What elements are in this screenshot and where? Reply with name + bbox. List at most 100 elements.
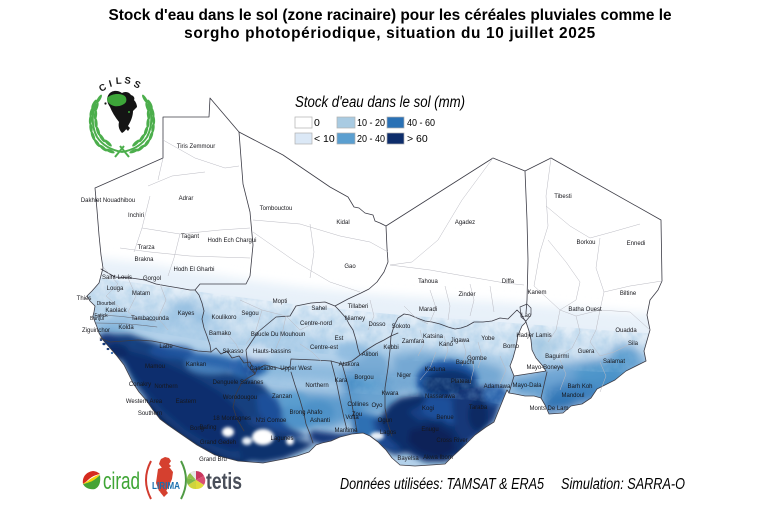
svg-text:Brong Ahafo: Brong Ahafo [289, 410, 323, 416]
svg-text:Lagos: Lagos [380, 430, 396, 436]
svg-text:Katsina: Katsina [423, 334, 444, 340]
svg-text:Saint-Louis: Saint-Louis [102, 275, 132, 281]
svg-text:Zou: Zou [352, 412, 362, 418]
svg-text:Borno: Borno [503, 344, 520, 350]
svg-text:Inchiri: Inchiri [128, 213, 144, 219]
svg-text:> 60: > 60 [407, 133, 428, 145]
svg-text:Benue: Benue [436, 415, 454, 421]
svg-text:C: C [97, 82, 108, 95]
svg-text:Mandoul: Mandoul [561, 393, 584, 399]
svg-text:S: S [132, 79, 143, 92]
svg-text:Hauts-bassins: Hauts-bassins [253, 349, 291, 355]
svg-text:I: I [108, 79, 114, 90]
svg-text:Kogi: Kogi [422, 406, 434, 412]
svg-text:< 10: < 10 [314, 133, 335, 145]
svg-text:Zanzan: Zanzan [272, 394, 292, 400]
svg-text:Gombe: Gombe [467, 356, 487, 362]
svg-text:Western Area: Western Area [126, 399, 163, 405]
svg-text:Atakora: Atakora [339, 362, 360, 368]
svg-text:Zinder: Zinder [458, 292, 475, 298]
svg-text:Dosso: Dosso [368, 322, 386, 328]
svg-text:Borgou: Borgou [354, 375, 373, 381]
svg-text:Tagant: Tagant [181, 234, 199, 240]
svg-text:Kanem: Kanem [527, 290, 546, 296]
svg-text:Kwara: Kwara [381, 391, 399, 397]
svg-text:Simulation: SARRA-O: Simulation: SARRA-O [561, 476, 685, 493]
svg-text:18 Montagnes: 18 Montagnes [213, 416, 251, 422]
svg-text:Fatick: Fatick [94, 313, 108, 319]
svg-text:Est: Est [335, 336, 344, 342]
svg-text:Bauchi: Bauchi [456, 360, 474, 366]
svg-text:Ziguinchor: Ziguinchor [82, 328, 110, 334]
svg-text:Adrar: Adrar [179, 196, 194, 202]
svg-text:Diourbel: Diourbel [97, 301, 116, 307]
svg-text:LIRIMA: LIRIMA [152, 480, 180, 492]
svg-text:Centre-nord: Centre-nord [300, 321, 332, 327]
svg-text:Alibori: Alibori [362, 352, 379, 358]
svg-text:Gorgol: Gorgol [143, 276, 161, 282]
svg-text:Boucle Du Mouhoun: Boucle Du Mouhoun [251, 332, 305, 338]
svg-text:Stock d'eau dans le sol (mm): Stock d'eau dans le sol (mm) [295, 94, 465, 111]
svg-text:Northern: Northern [154, 384, 177, 390]
svg-text:Ouadda: Ouadda [615, 328, 637, 334]
svg-text:Biltine: Biltine [620, 291, 637, 297]
svg-text:Bamako: Bamako [209, 331, 232, 337]
svg-text:Dakhlet Nouadhibou: Dakhlet Nouadhibou [81, 198, 135, 204]
svg-text:Zamfara: Zamfara [402, 339, 425, 345]
svg-text:Gao: Gao [344, 264, 356, 270]
svg-text:Niamey: Niamey [345, 316, 365, 322]
svg-text:20 - 40: 20 - 40 [357, 133, 385, 145]
svg-text:Sahel: Sahel [311, 306, 326, 312]
svg-text:cirad: cirad [103, 468, 140, 495]
svg-text:Sila: Sila [628, 341, 639, 347]
svg-text:Batha Ouest: Batha Ouest [568, 307, 602, 313]
svg-text:Eastern: Eastern [176, 399, 197, 405]
svg-text:Mayo-Boneye: Mayo-Boneye [526, 365, 564, 371]
svg-text:Données utilisées: TAMSAT & ER: Données utilisées: TAMSAT & ERA5 [340, 476, 544, 493]
svg-text:Yobe: Yobe [481, 336, 495, 342]
svg-text:Kidal: Kidal [336, 220, 349, 226]
svg-text:Worodougou: Worodougou [223, 395, 257, 401]
svg-text:Plateau: Plateau [451, 379, 471, 385]
svg-text:Lac: Lac [521, 313, 531, 319]
svg-text:40 - 60: 40 - 60 [407, 117, 435, 129]
svg-text:10 - 20: 10 - 20 [357, 117, 385, 129]
svg-text:Labe: Labe [159, 344, 173, 350]
svg-text:S: S [123, 75, 131, 87]
svg-text:Tahoua: Tahoua [418, 279, 438, 285]
svg-text:Cross River: Cross River [436, 438, 467, 444]
svg-text:Koulikoro: Koulikoro [211, 315, 237, 321]
svg-text:tetis: tetis [206, 468, 242, 494]
svg-text:Tibesti: Tibesti [554, 194, 571, 200]
svg-text:Bayelsa: Bayelsa [397, 456, 419, 462]
svg-text:Cascades: Cascades [250, 366, 277, 372]
svg-text:Hodh Ech Chargui: Hodh Ech Chargui [207, 238, 256, 244]
svg-text:Niger: Niger [397, 373, 411, 379]
svg-text:Trarza: Trarza [137, 245, 155, 251]
svg-text:Monts De Lam: Monts De Lam [529, 406, 568, 412]
svg-text:Tambacounda: Tambacounda [131, 316, 169, 322]
svg-text:Maradi: Maradi [419, 307, 437, 313]
svg-text:Borkou: Borkou [576, 240, 595, 246]
svg-text:Volta: Volta [345, 415, 359, 421]
svg-text:Mamou: Mamou [145, 364, 165, 370]
svg-text:Ogun: Ogun [378, 418, 393, 424]
svg-text:Hodh El Gharbi: Hodh El Gharbi [173, 267, 214, 273]
svg-text:Kano: Kano [439, 342, 454, 348]
svg-text:N'zi Comoe: N'zi Comoe [256, 418, 287, 424]
svg-text:Segou: Segou [241, 311, 258, 317]
svg-text:Conakry: Conakry [129, 382, 151, 388]
svg-text:Taraba: Taraba [469, 405, 488, 411]
svg-text:Hadjer Lamis: Hadjer Lamis [516, 333, 551, 339]
svg-text:Adamawa: Adamawa [484, 384, 511, 390]
svg-text:L: L [115, 76, 122, 87]
svg-text:Kebbi: Kebbi [383, 345, 398, 351]
svg-text:0: 0 [314, 117, 320, 129]
svg-text:Thies: Thies [77, 296, 92, 302]
svg-text:Southern: Southern [138, 411, 162, 417]
svg-text:Ennedi: Ennedi [627, 241, 646, 247]
svg-text:Kayes: Kayes [178, 311, 195, 317]
svg-text:Mayo-Dala: Mayo-Dala [512, 383, 542, 389]
svg-text:Brakna: Brakna [134, 257, 154, 263]
svg-text:Denguele Savanes: Denguele Savanes [213, 380, 264, 386]
